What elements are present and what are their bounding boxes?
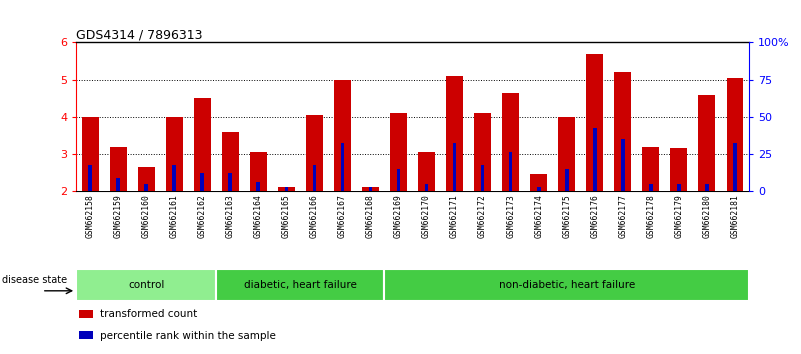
Bar: [502, 93, 519, 191]
Bar: [76, 269, 216, 301]
Bar: [558, 117, 575, 191]
Bar: [670, 148, 687, 191]
Text: GSM662159: GSM662159: [114, 194, 123, 238]
Text: GSM662164: GSM662164: [254, 194, 263, 238]
Text: GSM662180: GSM662180: [702, 194, 711, 238]
Text: transformed count: transformed count: [99, 309, 197, 320]
Bar: [649, 184, 653, 191]
Text: GSM662173: GSM662173: [506, 194, 515, 238]
Bar: [110, 147, 127, 191]
Text: percentile rank within the sample: percentile rank within the sample: [99, 331, 276, 341]
Bar: [278, 188, 295, 191]
Text: GSM662176: GSM662176: [590, 194, 599, 238]
Text: GSM662170: GSM662170: [422, 194, 431, 238]
Bar: [144, 184, 148, 191]
Bar: [306, 115, 323, 191]
Bar: [677, 184, 681, 191]
Text: GDS4314 / 7896313: GDS4314 / 7896313: [76, 28, 203, 41]
Bar: [200, 172, 204, 191]
Text: GSM662161: GSM662161: [170, 194, 179, 238]
Text: GSM662163: GSM662163: [226, 194, 235, 238]
Bar: [79, 331, 93, 339]
Bar: [172, 165, 176, 191]
Text: GSM662181: GSM662181: [731, 194, 739, 238]
Bar: [396, 169, 400, 191]
Bar: [194, 98, 211, 191]
Bar: [284, 188, 288, 191]
Text: control: control: [128, 280, 164, 290]
Bar: [222, 132, 239, 191]
Bar: [256, 182, 260, 191]
Bar: [312, 165, 316, 191]
Bar: [334, 80, 351, 191]
Text: disease state: disease state: [2, 275, 67, 285]
Text: GSM662158: GSM662158: [86, 194, 95, 238]
Text: GSM662175: GSM662175: [562, 194, 571, 238]
Bar: [418, 152, 435, 191]
Bar: [565, 169, 569, 191]
Text: GSM662177: GSM662177: [618, 194, 627, 238]
Text: GSM662171: GSM662171: [450, 194, 459, 238]
Bar: [425, 184, 429, 191]
Bar: [79, 310, 93, 318]
Bar: [537, 188, 541, 191]
Text: GSM662169: GSM662169: [394, 194, 403, 238]
Text: GSM662168: GSM662168: [366, 194, 375, 238]
Bar: [362, 188, 379, 191]
Bar: [698, 95, 715, 191]
Bar: [642, 147, 659, 191]
Bar: [733, 143, 737, 191]
Bar: [481, 165, 485, 191]
Bar: [446, 76, 463, 191]
Text: GSM662167: GSM662167: [338, 194, 347, 238]
Text: GSM662162: GSM662162: [198, 194, 207, 238]
Bar: [727, 78, 743, 191]
Bar: [82, 117, 99, 191]
Bar: [138, 167, 155, 191]
Bar: [166, 117, 183, 191]
Bar: [509, 152, 513, 191]
Bar: [705, 184, 709, 191]
Bar: [116, 178, 120, 191]
Bar: [474, 113, 491, 191]
Bar: [390, 113, 407, 191]
Text: GSM662179: GSM662179: [674, 194, 683, 238]
Bar: [593, 128, 597, 191]
Text: GSM662178: GSM662178: [646, 194, 655, 238]
Bar: [368, 188, 372, 191]
Bar: [250, 152, 267, 191]
Bar: [228, 172, 232, 191]
Text: GSM662174: GSM662174: [534, 194, 543, 238]
Text: GSM662165: GSM662165: [282, 194, 291, 238]
Bar: [216, 269, 384, 301]
Text: non-diabetic, heart failure: non-diabetic, heart failure: [498, 280, 635, 290]
Bar: [530, 175, 547, 191]
Bar: [586, 53, 603, 191]
Bar: [340, 143, 344, 191]
Bar: [614, 72, 631, 191]
Text: GSM662172: GSM662172: [478, 194, 487, 238]
Text: GSM662160: GSM662160: [142, 194, 151, 238]
Bar: [384, 269, 749, 301]
Text: diabetic, heart failure: diabetic, heart failure: [244, 280, 356, 290]
Text: GSM662166: GSM662166: [310, 194, 319, 238]
Bar: [621, 139, 625, 191]
Bar: [453, 143, 457, 191]
Bar: [88, 165, 92, 191]
